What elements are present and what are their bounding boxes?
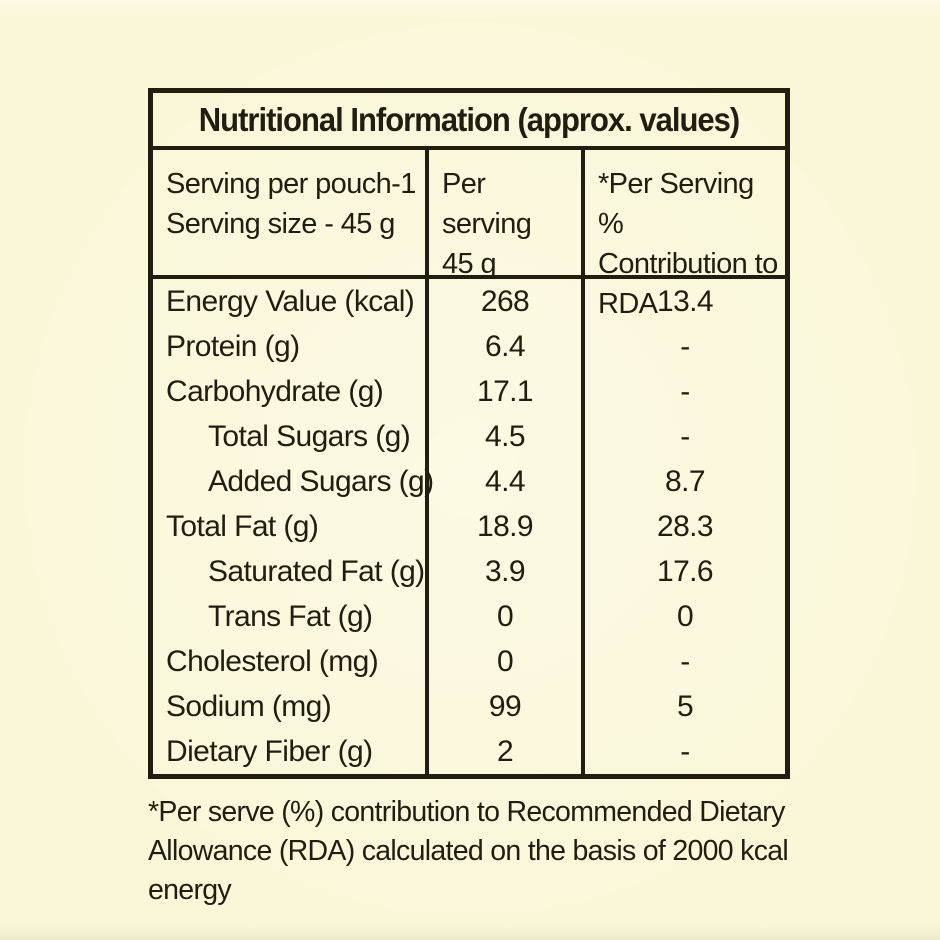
nutrient-per-serving-value: 2 (425, 729, 581, 774)
nutrient-per-serving-value: 268 (425, 279, 581, 324)
nutrient-label: Protein (g) (166, 330, 300, 363)
nutrient-label: Saturated Fat (g) (208, 555, 425, 588)
header-per-serving-line2: 45 g (442, 248, 497, 280)
nutrient-rda-percent-value: - (581, 729, 785, 774)
nutrient-row: Total Fat (g) 18.9 28.3 (153, 504, 785, 549)
table-body: Energy Value (kcal) 268 13.4 Protein (g)… (153, 279, 785, 774)
nutrient-per-serving-value: 4.4 (425, 459, 581, 504)
nutrient-label: Added Sugars (g) (208, 465, 434, 498)
nutrient-row: Dietary Fiber (g) 2 - (153, 729, 785, 774)
header-serving-info: Serving per pouch-1 Serving size - 45 g (153, 150, 425, 275)
nutrient-label: Energy Value (kcal) (166, 285, 415, 318)
table-header-row: Serving per pouch-1 Serving size - 45 g … (153, 150, 785, 320)
nutrient-row: Added Sugars (g) 4.4 8.7 (153, 459, 785, 504)
nutrient-row: Sodium (mg) 99 5 (153, 684, 785, 729)
nutrient-rda-percent-value: 13.4 (581, 279, 785, 324)
nutrient-row: Trans Fat (g) 0 0 (153, 594, 785, 639)
nutrient-per-serving-value: 4.5 (425, 414, 581, 459)
nutrient-rda-percent-value: - (581, 639, 785, 684)
nutrient-rda-percent-value: 5 (581, 684, 785, 729)
nutrient-rda-percent-value: 17.6 (581, 549, 785, 594)
header-rda-line1: *Per Serving % (598, 168, 754, 240)
header-rda-contribution: *Per Serving % Contribution to RDA (581, 150, 785, 320)
nutrient-rda-percent-value: - (581, 414, 785, 459)
table-title-row: Nutritional Information (approx. values) (153, 93, 785, 150)
nutrient-per-serving-value: 3.9 (425, 549, 581, 594)
nutrient-label: Sodium (mg) (166, 690, 332, 723)
nutrient-rda-percent-value: - (581, 324, 785, 369)
nutrient-rda-percent-value: - (581, 369, 785, 414)
header-serving-info-line2: Serving size - 45 g (166, 208, 395, 240)
nutrient-per-serving-value: 99 (425, 684, 581, 729)
nutrient-per-serving-value: 0 (425, 639, 581, 684)
nutrient-label: Trans Fat (g) (208, 600, 373, 633)
rda-footnote: *Per serve (%) contribution to Recommend… (148, 796, 789, 906)
nutrient-row: Saturated Fat (g) 3.9 17.6 (153, 549, 785, 594)
nutrient-label: Dietary Fiber (g) (166, 735, 373, 768)
nutrient-per-serving-value: 6.4 (425, 324, 581, 369)
nutrient-label: Total Fat (g) (166, 510, 319, 543)
nutrient-per-serving-value: 18.9 (425, 504, 581, 549)
header-serving-info-line1: Serving per pouch-1 (166, 168, 416, 200)
table-title: Nutritional Information (approx. values) (198, 100, 740, 138)
nutrient-label: Cholesterol (mg) (166, 645, 379, 678)
nutrient-row: Cholesterol (mg) 0 - (153, 639, 785, 684)
nutrient-label: Carbohydrate (g) (166, 375, 384, 408)
header-per-serving: Per serving 45 g (425, 150, 581, 280)
nutrient-per-serving-value: 17.1 (425, 369, 581, 414)
header-rda-line3: RDA (598, 288, 658, 320)
header-per-serving-line1: Per serving (442, 168, 532, 240)
nutrient-row: Total Sugars (g) 4.5 - (153, 414, 785, 459)
nutrition-table: Nutritional Information (approx. values)… (148, 88, 790, 779)
nutrient-rda-percent-value: 28.3 (581, 504, 785, 549)
nutrient-rda-percent-value: 0 (581, 594, 785, 639)
nutrient-row: Carbohydrate (g) 17.1 - (153, 369, 785, 414)
nutrient-per-serving-value: 0 (425, 594, 581, 639)
nutrient-label: Total Sugars (g) (208, 420, 411, 453)
nutrient-row: Energy Value (kcal) 268 13.4 (153, 279, 785, 324)
nutrient-row: Protein (g) 6.4 - (153, 324, 785, 369)
header-rda-line2: Contribution to (598, 248, 778, 280)
nutrient-rda-percent-value: 8.7 (581, 459, 785, 504)
